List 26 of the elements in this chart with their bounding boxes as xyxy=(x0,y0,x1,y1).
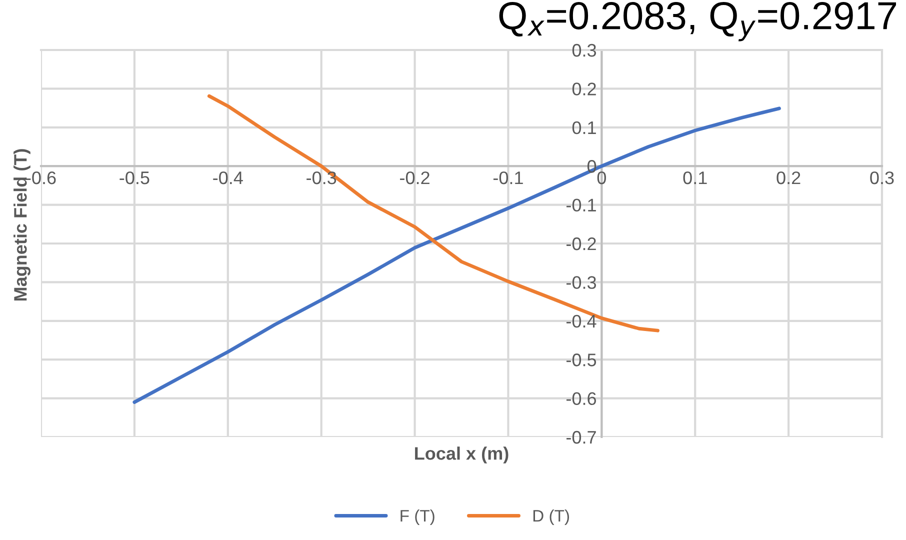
x-tick-label: -0.6 xyxy=(26,171,56,184)
y-tick-label: -0.4 xyxy=(566,314,596,328)
line-series xyxy=(207,94,660,332)
legend-label: D (T) xyxy=(533,509,569,525)
x-tick-label: 0.3 xyxy=(870,171,894,184)
legend-label: F (T) xyxy=(400,509,434,525)
x-tick-label: 0 xyxy=(597,171,606,184)
y-tick-label: 0 xyxy=(587,160,596,173)
text: Q$_{x}$=0.2083, Q$_{y}$=0.2917 xyxy=(499,2,896,42)
x-tick-label: 0.2 xyxy=(776,171,800,184)
y-tick-label: -0.7 xyxy=(566,430,596,444)
x-tick-label: -0.2 xyxy=(400,171,430,184)
y-tick-label: -0.2 xyxy=(566,237,596,250)
y-tick-label: -0.3 xyxy=(566,276,596,289)
y-tick-label: -0.6 xyxy=(566,392,596,406)
y-tick-label: -0.1 xyxy=(566,198,596,212)
x-tick-label: -0.1 xyxy=(493,171,523,184)
x-tick-label: -0.3 xyxy=(306,171,336,184)
y-tick-label: -0.5 xyxy=(566,354,596,366)
x-tick-label: -0.4 xyxy=(213,171,243,184)
x-tick-label: 0.1 xyxy=(683,171,707,184)
y-tick-label: 0.3 xyxy=(572,44,596,57)
y-tick-label: 0.2 xyxy=(572,82,596,96)
y-tick-label: 0.1 xyxy=(572,121,596,134)
x-tick-label: -0.5 xyxy=(120,171,150,184)
x-axis-title: Local x (m) xyxy=(415,446,508,464)
